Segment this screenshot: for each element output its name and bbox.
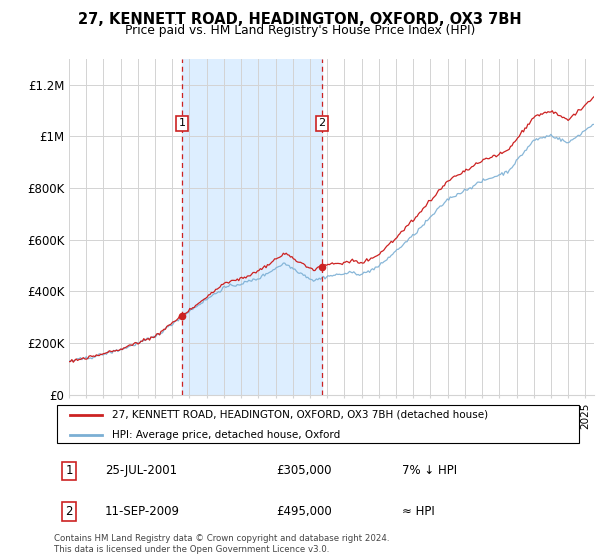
Text: 25-JUL-2001: 25-JUL-2001 xyxy=(105,464,177,478)
Text: 2: 2 xyxy=(319,118,326,128)
Text: 27, KENNETT ROAD, HEADINGTON, OXFORD, OX3 7BH: 27, KENNETT ROAD, HEADINGTON, OXFORD, OX… xyxy=(78,12,522,27)
Text: 7% ↓ HPI: 7% ↓ HPI xyxy=(402,464,457,478)
Text: 11-SEP-2009: 11-SEP-2009 xyxy=(105,505,180,518)
Bar xyxy=(182,59,322,395)
Text: ≈ HPI: ≈ HPI xyxy=(402,505,435,518)
Text: HPI: Average price, detached house, Oxford: HPI: Average price, detached house, Oxfo… xyxy=(112,430,340,440)
Text: Price paid vs. HM Land Registry's House Price Index (HPI): Price paid vs. HM Land Registry's House … xyxy=(125,24,475,36)
Text: 27, KENNETT ROAD, HEADINGTON, OXFORD, OX3 7BH (detached house): 27, KENNETT ROAD, HEADINGTON, OXFORD, OX… xyxy=(112,410,488,420)
Text: £495,000: £495,000 xyxy=(276,505,332,518)
Text: £305,000: £305,000 xyxy=(276,464,331,478)
Text: Contains HM Land Registry data © Crown copyright and database right 2024.
This d: Contains HM Land Registry data © Crown c… xyxy=(54,534,389,554)
Text: 2: 2 xyxy=(65,505,73,518)
Bar xyxy=(586,59,594,395)
Text: 1: 1 xyxy=(65,464,73,478)
FancyBboxPatch shape xyxy=(56,405,580,443)
Text: 1: 1 xyxy=(178,118,185,128)
